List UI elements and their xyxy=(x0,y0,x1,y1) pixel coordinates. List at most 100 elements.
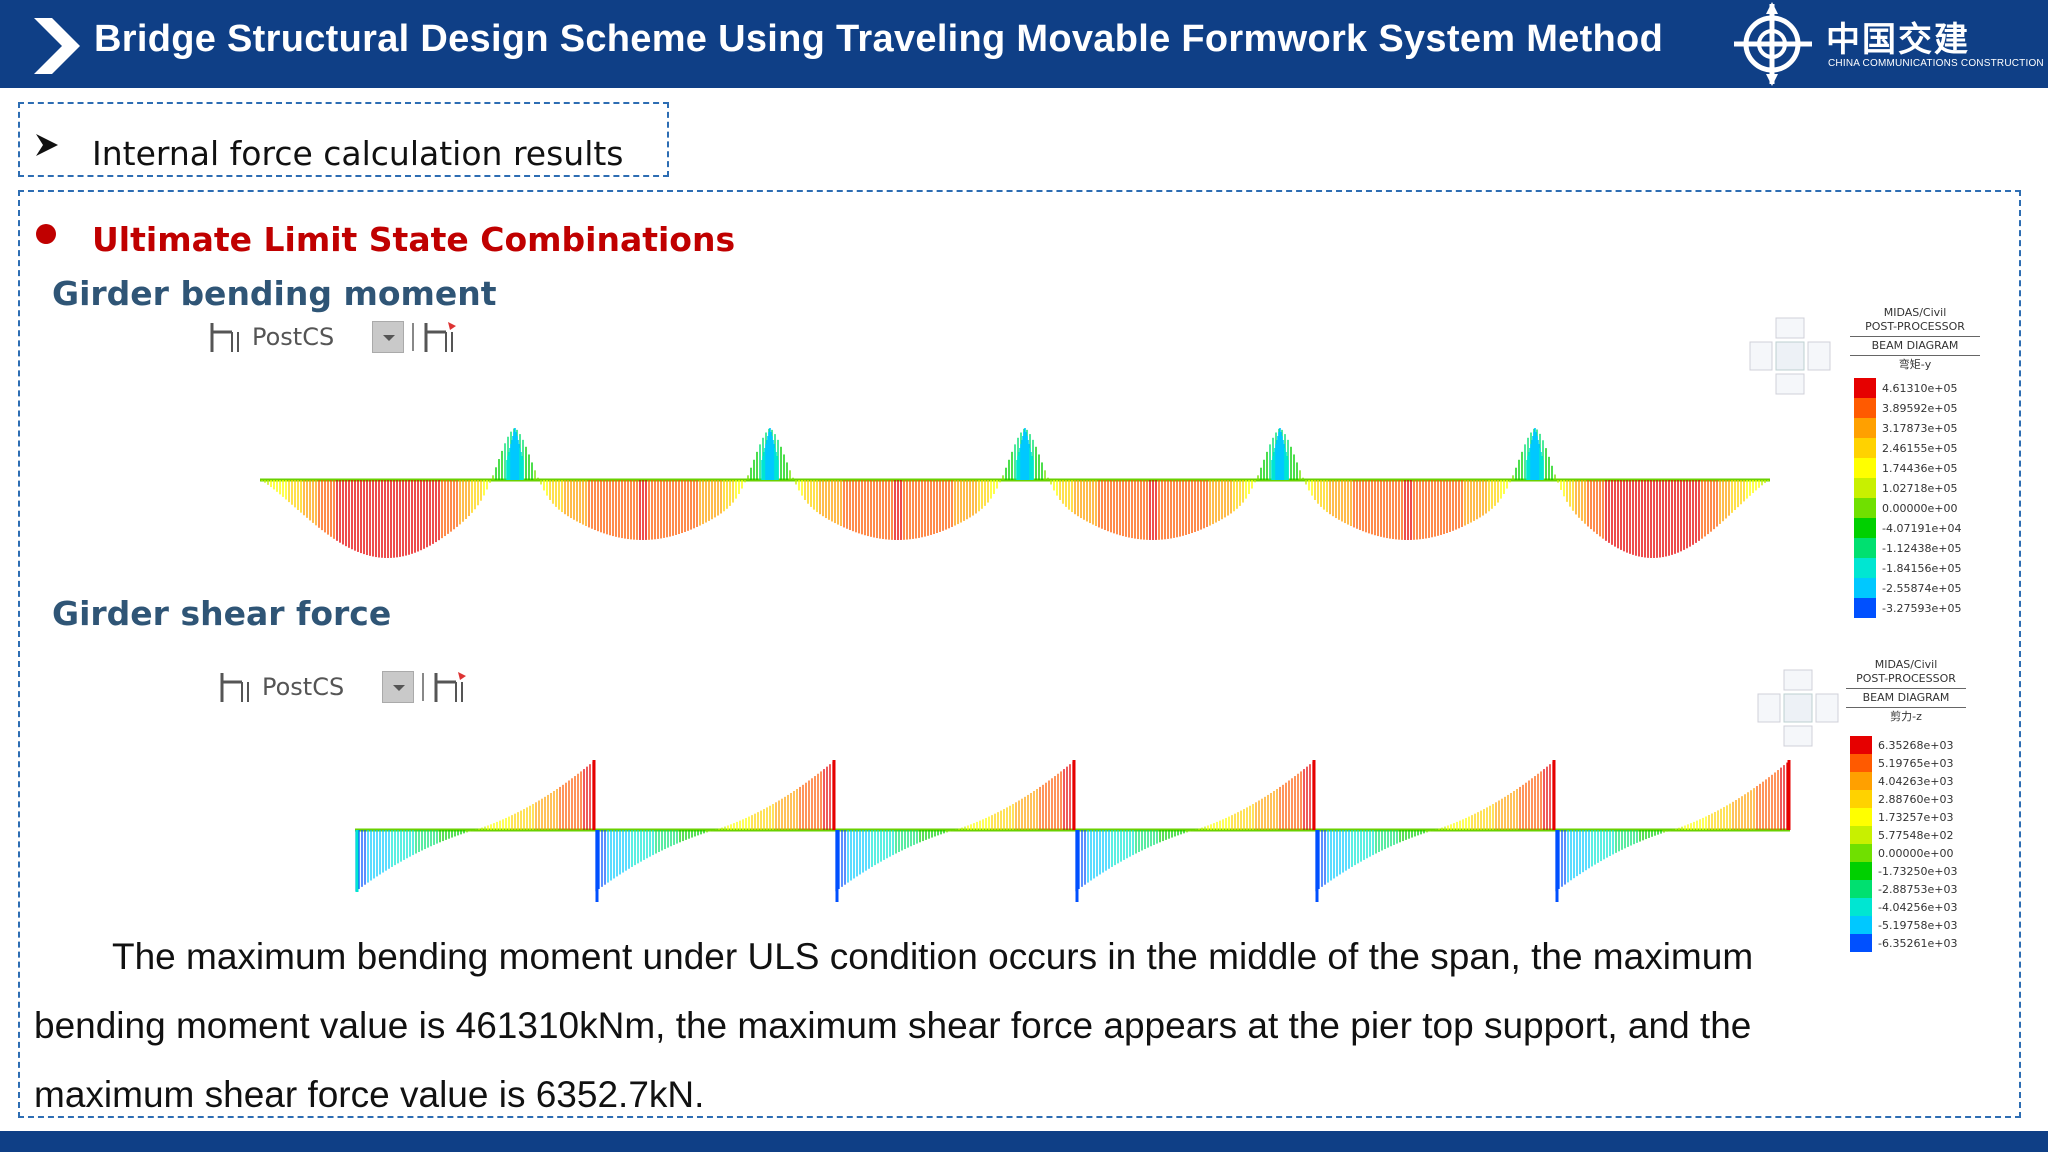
moment-subtitle: Girder bending moment xyxy=(52,274,497,313)
legend-row: 1.73257e+03 xyxy=(1850,808,1953,826)
legend-value: -6.35261e+03 xyxy=(1878,936,1958,950)
legend-row: -5.19758e+03 xyxy=(1850,916,1957,934)
legend-value: 4.61310e+05 xyxy=(1882,381,1958,395)
footer-bar xyxy=(0,1131,2048,1152)
legend-row: -4.04256e+03 xyxy=(1850,898,1957,916)
slide-title: Bridge Structural Design Scheme Using Tr… xyxy=(94,18,1664,60)
legend-row: -1.73250e+03 xyxy=(1850,862,1957,880)
legend-swatch xyxy=(1854,558,1876,578)
legend-diagram-type: BEAM DIAGRAM xyxy=(1871,339,1959,352)
legend-value: 4.04263e+03 xyxy=(1878,774,1954,788)
section-label-box: Internal force calculation results xyxy=(18,102,669,177)
legend-swatch xyxy=(1850,898,1872,916)
shear-subtitle: Girder shear force xyxy=(52,594,392,633)
legend-swatch xyxy=(1850,808,1872,826)
legend-row: 3.89592e+05 xyxy=(1854,398,1957,418)
view-cube-icon[interactable] xyxy=(1748,316,1834,398)
legend-row: 2.46155e+05 xyxy=(1854,438,1957,458)
legend-value: -5.19758e+03 xyxy=(1878,918,1958,932)
legend-value: 3.17873e+05 xyxy=(1882,421,1958,435)
legend-swatch xyxy=(1854,378,1876,398)
postcs-label: PostCS xyxy=(252,323,335,351)
arrow-bullet-icon xyxy=(36,134,58,156)
postcs-label: PostCS xyxy=(262,673,345,701)
legend-diagram-type: BEAM DIAGRAM xyxy=(1862,691,1950,704)
postcs-icon[interactable] xyxy=(208,320,244,354)
legend-row: -6.35261e+03 xyxy=(1850,934,1957,952)
legend-swatch xyxy=(1854,598,1876,618)
legend-value: -1.73250e+03 xyxy=(1878,864,1958,878)
legend-value: 0.00000e+00 xyxy=(1882,501,1958,515)
stage-dropdown[interactable] xyxy=(372,321,405,353)
legend-value: 5.77548e+02 xyxy=(1878,828,1954,842)
moment-color-legend: MIDAS/Civil POST-PROCESSOR BEAM DIAGRAM … xyxy=(1850,306,1980,624)
legend-row: -2.55874e+05 xyxy=(1854,578,1961,598)
shear-force-diagram xyxy=(355,760,1791,902)
legend-row: 1.74436e+05 xyxy=(1854,458,1957,478)
postcs-toolbar-shear: PostCS xyxy=(218,670,468,704)
legend-swatch xyxy=(1850,916,1872,934)
legend-value: -4.04256e+03 xyxy=(1878,900,1958,914)
stage-dropdown[interactable] xyxy=(382,671,415,703)
legend-component: 弯矩-y xyxy=(1898,358,1932,371)
legend-row: 5.19765e+03 xyxy=(1850,754,1953,772)
legend-swatch xyxy=(1850,826,1872,844)
legend-row: 5.77548e+02 xyxy=(1850,826,1953,844)
legend-swatch xyxy=(1854,418,1876,438)
postcs-icon[interactable] xyxy=(218,670,254,704)
legend-value: 1.74436e+05 xyxy=(1882,461,1958,475)
legend-value: -2.88753e+03 xyxy=(1878,882,1958,896)
legend-value: -1.84156e+05 xyxy=(1882,561,1962,575)
legend-swatch xyxy=(1850,880,1872,898)
legend-row: 4.04263e+03 xyxy=(1850,772,1953,790)
legend-value: -3.27593e+05 xyxy=(1882,601,1962,615)
view-cube-icon[interactable] xyxy=(1756,668,1842,750)
legend-row: 1.02718e+05 xyxy=(1854,478,1957,498)
legend-software: MIDAS/Civil xyxy=(1874,658,1938,671)
legend-value: 1.02718e+05 xyxy=(1882,481,1958,495)
toolbar-separator xyxy=(412,323,415,351)
legend-row: -3.27593e+05 xyxy=(1854,598,1961,618)
legend-component: 剪力-z xyxy=(1890,710,1922,723)
legend-value: 5.19765e+03 xyxy=(1878,756,1954,770)
legend-swatch xyxy=(1850,754,1872,772)
red-bullet-icon xyxy=(36,224,56,244)
legend-row: 0.00000e+00 xyxy=(1854,498,1957,518)
legend-value: -1.12438e+05 xyxy=(1882,541,1962,555)
legend-swatch xyxy=(1850,844,1872,862)
legend-row: -2.88753e+03 xyxy=(1850,880,1957,898)
legend-row: 3.17873e+05 xyxy=(1854,418,1957,438)
legend-row: -4.07191e+04 xyxy=(1854,518,1961,538)
legend-processor: POST-PROCESSOR xyxy=(1856,672,1956,685)
legend-swatch xyxy=(1854,458,1876,478)
legend-row: 6.35268e+03 xyxy=(1850,736,1953,754)
legend-swatch xyxy=(1850,934,1872,952)
bending-moment-diagram xyxy=(260,428,1770,558)
logo-english-text: CHINA COMMUNICATIONS CONSTRUCTION xyxy=(1828,58,2044,69)
legend-swatch xyxy=(1850,862,1872,880)
legend-value: 2.88760e+03 xyxy=(1878,792,1954,806)
ccc-emblem-icon xyxy=(1734,2,1812,86)
legend-swatch xyxy=(1854,538,1876,558)
legend-swatch xyxy=(1850,736,1872,754)
legend-software: MIDAS/Civil xyxy=(1883,306,1947,319)
legend-row: 0.00000e+00 xyxy=(1850,844,1953,862)
legend-value: -2.55874e+05 xyxy=(1882,581,1962,595)
legend-value: 1.73257e+03 xyxy=(1878,810,1954,824)
stage-step-icon[interactable] xyxy=(432,670,468,704)
stage-step-icon[interactable] xyxy=(422,320,458,354)
summary-paragraph: The maximum bending moment under ULS con… xyxy=(34,936,1754,1115)
legend-row: 2.88760e+03 xyxy=(1850,790,1953,808)
legend-value: 3.89592e+05 xyxy=(1882,401,1958,415)
title-bar: Bridge Structural Design Scheme Using Tr… xyxy=(0,0,2048,88)
legend-row: -1.12438e+05 xyxy=(1854,538,1961,558)
legend-swatch xyxy=(1854,518,1876,538)
legend-swatch xyxy=(1854,398,1876,418)
shear-color-legend: MIDAS/Civil POST-PROCESSOR BEAM DIAGRAM … xyxy=(1846,658,1966,952)
legend-swatch xyxy=(1850,790,1872,808)
content-frame xyxy=(18,190,2021,1118)
legend-processor: POST-PROCESSOR xyxy=(1865,320,1965,333)
legend-row: 4.61310e+05 xyxy=(1854,378,1957,398)
company-logo: 中国交建 CHINA COMMUNICATIONS CONSTRUCTION xyxy=(1730,2,2044,86)
legend-value: 2.46155e+05 xyxy=(1882,441,1958,455)
